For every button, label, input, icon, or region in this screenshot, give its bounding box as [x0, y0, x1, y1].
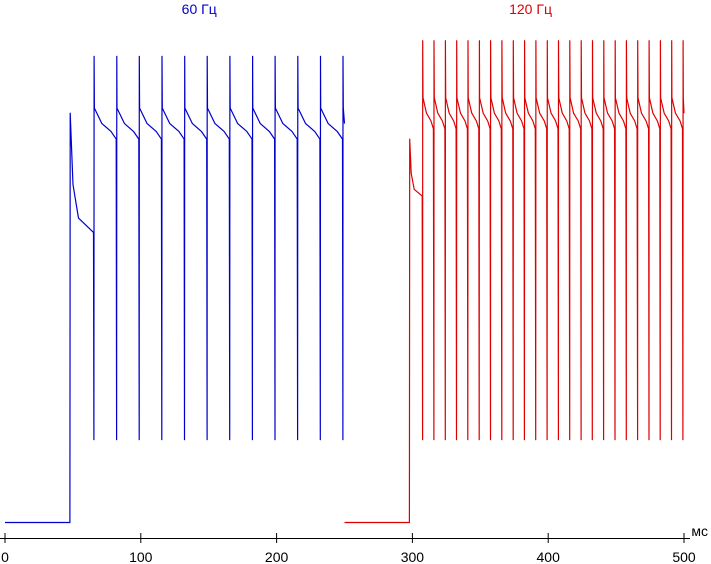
- x-tick-label: 500: [672, 549, 696, 564]
- series-label-1: 60 Гц: [182, 1, 217, 17]
- series-label-2: 120 Гц: [509, 1, 552, 17]
- series-group: 60 Гц 120 Гц: [5, 1, 685, 524]
- x-tick-label: 0: [1, 549, 9, 564]
- x-axis-unit-label: мс: [691, 523, 708, 539]
- x-ticks: 0 100 200 300 400 500: [1, 533, 696, 564]
- x-tick-label: 300: [401, 549, 425, 564]
- series-line-2: [344, 40, 685, 524]
- x-tick-label: 100: [129, 549, 153, 564]
- series-line-1: [5, 55, 346, 524]
- x-tick-label: 400: [537, 549, 561, 564]
- x-tick-label: 200: [265, 549, 289, 564]
